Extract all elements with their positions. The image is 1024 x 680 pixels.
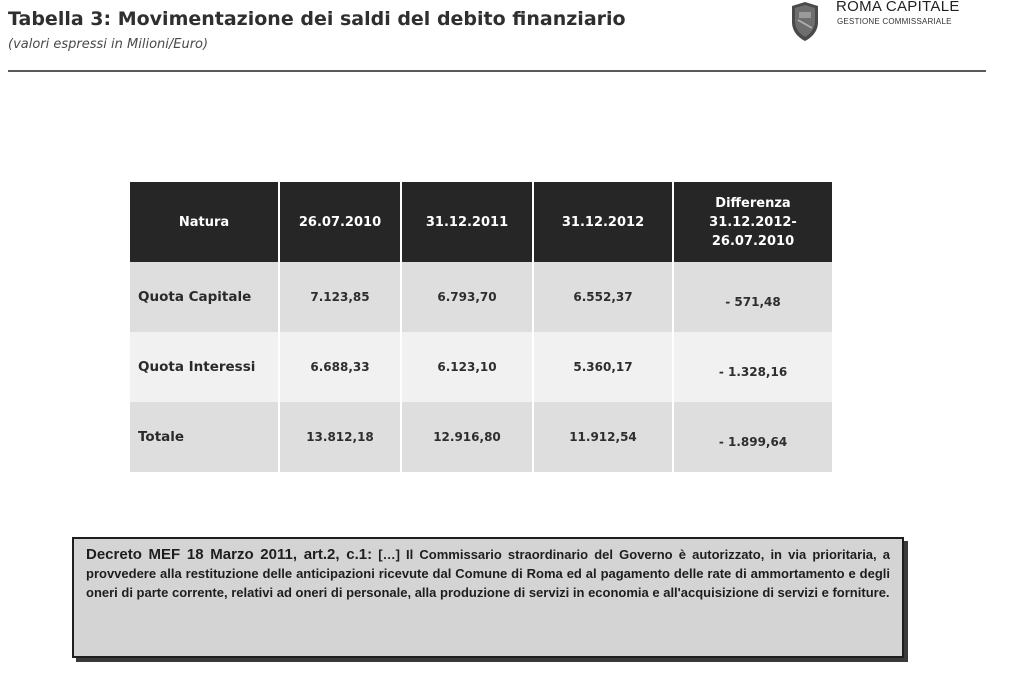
table-row-quota-capitale: Quota Capitale 7.123,85 6.793,70 6.552,3…: [130, 262, 832, 332]
differenza-from-date: 31.12.2012-: [709, 214, 797, 230]
decree-note-box: Decreto MEF 18 Marzo 2011, art.2, c.1: […: [72, 537, 904, 658]
page-title: Tabella 3: Movimentazione dei saldi del …: [8, 8, 626, 30]
cell-value-2012: 5.360,17: [534, 332, 674, 402]
debt-movement-table: Natura 26.07.2010 31.12.2011 31.12.2012 …: [130, 182, 832, 472]
differenza-label: Differenza: [715, 195, 791, 211]
cell-value-2012: 6.552,37: [534, 262, 674, 332]
cell-value-2012: 11.912,54: [534, 402, 674, 472]
cell-value-2010: 6.688,33: [280, 332, 402, 402]
cell-difference: - 1.328,16: [674, 332, 832, 402]
logo-subtitle: GESTIONE COMMISSARIALE: [837, 17, 952, 26]
column-header-date-2010: 26.07.2010: [280, 182, 402, 262]
table-header-row: Natura 26.07.2010 31.12.2011 31.12.2012 …: [130, 182, 832, 262]
decree-body: […] Il Commissario straordinario del Gov…: [86, 547, 891, 600]
column-header-date-2012: 31.12.2012: [534, 182, 674, 262]
cell-value-2010: 7.123,85: [280, 262, 402, 332]
cell-difference: - 1.899,64: [674, 402, 832, 472]
header-divider: [8, 70, 986, 72]
row-label: Totale: [130, 402, 280, 472]
column-header-natura: Natura: [130, 182, 280, 262]
row-label: Quota Interessi: [130, 332, 280, 402]
row-label: Quota Capitale: [130, 262, 280, 332]
table-row-quota-interessi: Quota Interessi 6.688,33 6.123,10 5.360,…: [130, 332, 832, 402]
cell-value-2011: 12.916,80: [402, 402, 534, 472]
differenza-to-date: 26.07.2010: [711, 233, 795, 249]
cell-value-2010: 13.812,18: [280, 402, 402, 472]
cell-value-2011: 6.123,10: [402, 332, 534, 402]
decree-text: Decreto MEF 18 Marzo 2011, art.2, c.1: […: [86, 545, 890, 602]
column-header-differenza: Differenza 31.12.2012- 26.07.2010: [674, 182, 832, 262]
table-row-totale: Totale 13.812,18 12.916,80 11.912,54 - 1…: [130, 402, 832, 472]
logo-name: ROMA CAPITALE: [836, 0, 960, 15]
roma-shield-icon: [792, 2, 818, 41]
decree-reference: Decreto MEF 18 Marzo 2011, art.2, c.1:: [86, 546, 373, 563]
column-header-date-2011: 31.12.2011: [402, 182, 534, 262]
cell-value-2011: 6.793,70: [402, 262, 534, 332]
cell-difference: - 571,48: [674, 262, 832, 332]
page-subtitle: (valori espressi in Milioni/Euro): [8, 37, 209, 52]
